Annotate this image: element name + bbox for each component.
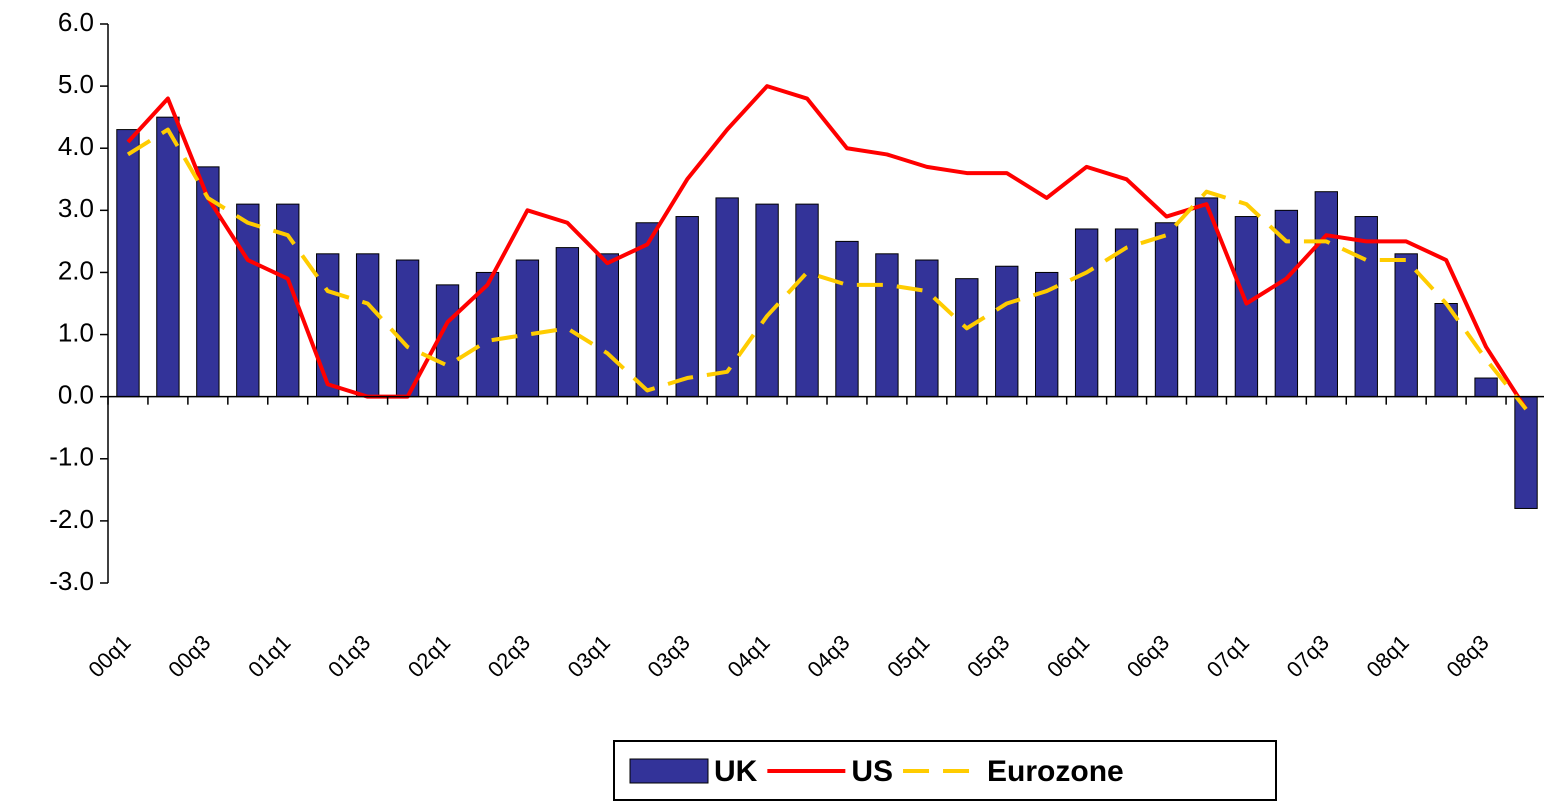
x-tick-label: 07q3 — [1282, 630, 1334, 682]
x-tick-label: 05q3 — [962, 630, 1014, 682]
bar — [236, 203, 260, 398]
legend-swatch — [629, 758, 709, 784]
y-tick-label: -2.0 — [49, 504, 94, 534]
legend-label: US — [851, 755, 893, 788]
legend: UK US Eurozone — [613, 740, 1277, 801]
bar — [675, 216, 699, 398]
line — [126, 127, 1528, 411]
bar — [595, 253, 619, 398]
y-tick-label: -1.0 — [49, 442, 94, 472]
y-tick-label: 3.0 — [58, 193, 94, 223]
bar — [1314, 191, 1338, 398]
x-tick-label: 08q1 — [1362, 630, 1414, 682]
bar — [1074, 228, 1099, 398]
y-tick-label: 0.0 — [58, 380, 94, 410]
bar — [755, 203, 779, 398]
x-tick-label: 03q3 — [643, 630, 695, 682]
bar — [875, 253, 899, 398]
bar — [955, 278, 979, 398]
bar — [795, 203, 819, 398]
x-tick-label: 06q3 — [1122, 630, 1174, 682]
bar — [395, 259, 420, 398]
bar — [156, 116, 180, 398]
bar — [1354, 216, 1378, 398]
bar — [1394, 253, 1418, 398]
x-tick-label: 04q3 — [802, 630, 854, 682]
x-tick-label: 01q1 — [243, 630, 295, 682]
bar — [915, 259, 939, 398]
line — [126, 84, 1528, 411]
y-tick-label: 6.0 — [58, 7, 94, 37]
x-tick-label: 02q1 — [403, 630, 455, 682]
legend-label: UK — [714, 755, 758, 788]
x-tick-label: 03q1 — [563, 630, 615, 682]
y-tick-label: 1.0 — [58, 317, 94, 347]
bar — [715, 197, 739, 398]
bar — [355, 253, 380, 398]
x-tick-label: 02q3 — [483, 630, 535, 682]
x-tick-label: 08q3 — [1441, 630, 1493, 682]
bar — [316, 253, 340, 398]
x-tick-label: 00q1 — [83, 630, 135, 682]
bar — [515, 259, 540, 398]
y-tick-label: 5.0 — [58, 69, 94, 99]
bar — [995, 265, 1019, 398]
legend-label: Eurozone — [987, 755, 1124, 788]
y-tick-label: 2.0 — [58, 255, 94, 285]
bar — [116, 129, 140, 398]
bar — [835, 240, 859, 398]
x-tick-label: 04q1 — [722, 630, 774, 682]
x-tick-label: 07q1 — [1202, 630, 1254, 682]
bar — [1154, 222, 1179, 398]
x-tick-label: 06q1 — [1042, 630, 1094, 682]
x-tick-label: 01q3 — [323, 630, 375, 682]
x-tick-label: 05q1 — [882, 630, 934, 682]
x-tick-label: 00q3 — [163, 630, 215, 682]
bar — [1234, 216, 1259, 398]
bar — [1474, 377, 1498, 398]
bar — [1274, 209, 1299, 398]
bar — [1514, 396, 1538, 509]
y-tick-label: 4.0 — [58, 131, 94, 161]
y-tick-label: -3.0 — [49, 566, 94, 596]
bar — [555, 247, 580, 398]
